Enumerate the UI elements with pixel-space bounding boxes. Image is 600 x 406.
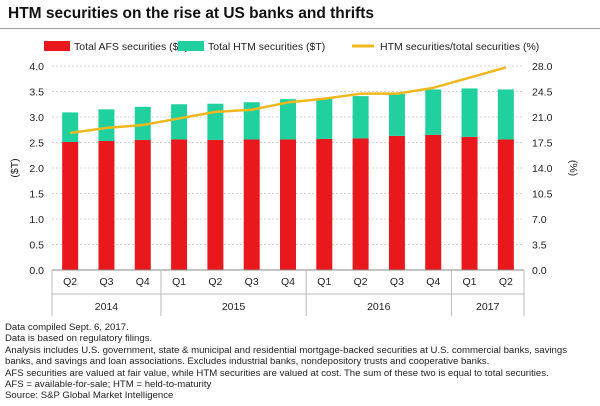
bar-afs — [243, 139, 260, 270]
legend-label: Total HTM securities ($T) — [208, 41, 325, 53]
bar-htm — [207, 103, 224, 140]
footnote-line: Data compiled Sept. 6, 2017. — [5, 322, 129, 333]
year-label: 2014 — [95, 301, 119, 313]
x-tick-label: Q2 — [499, 276, 513, 288]
y-tick-label: 0.5 — [29, 240, 44, 252]
x-tick-label: Q2 — [208, 276, 222, 288]
x-tick-label: Q4 — [136, 276, 150, 288]
year-label: 2016 — [367, 301, 391, 313]
legend-swatch — [44, 41, 70, 51]
y2-axis-title: (%) — [567, 160, 579, 176]
bar-htm — [461, 88, 478, 137]
bar-htm — [98, 109, 115, 141]
y2-tick-label: 3.5 — [532, 240, 547, 252]
bar-htm — [425, 89, 442, 135]
y2-tick-label: 7.0 — [532, 214, 547, 226]
bar-htm — [62, 112, 79, 142]
bar-afs — [134, 139, 151, 270]
bar-afs — [98, 140, 115, 270]
legend-swatch — [178, 41, 204, 51]
x-tick-label: Q2 — [63, 276, 77, 288]
bar-afs — [280, 139, 296, 270]
bar-htm — [171, 104, 188, 140]
chart-title: HTM securities on the rise at US banks a… — [8, 5, 375, 22]
y-tick-label: 3.0 — [29, 112, 44, 124]
x-tick-label: Q2 — [354, 276, 368, 288]
y-tick-label: 2.5 — [29, 138, 44, 150]
bar-afs — [171, 139, 188, 270]
y2-tick-label: 14.0 — [532, 163, 553, 175]
ratio-line — [69, 66, 507, 135]
y-tick-label: 3.5 — [29, 87, 44, 99]
y2-tick-label: 17.5 — [532, 138, 553, 150]
footnote-line: AFS = available-for-sale; HTM = held-to-… — [5, 379, 212, 391]
footnote-line: Data is based on regulatory filings. — [5, 333, 153, 345]
chart: Total AFS securities ($T) Total HTM secur… — [9, 41, 579, 316]
y-tick-label: 2.0 — [29, 163, 44, 175]
year-label: 2015 — [222, 301, 246, 313]
bar-htm — [388, 94, 405, 136]
bar-htm — [134, 106, 151, 140]
legend-label: Total AFS securities ($T) — [74, 41, 188, 53]
y-tick-label: 0.0 — [29, 265, 44, 277]
footnote-line: banks, and savings and loan associations… — [5, 356, 490, 368]
y-tick-label: 1.0 — [29, 214, 44, 226]
bar-htm — [243, 102, 260, 140]
bar-afs — [461, 136, 478, 270]
y-tick-label: 4.0 — [29, 61, 44, 73]
footnote-line: Analysis includes U.S. government, state… — [5, 344, 568, 356]
bar-htm — [280, 99, 296, 140]
y2-tick-label: 0.0 — [532, 265, 547, 277]
x-tick-label: Q1 — [172, 276, 186, 288]
bar-afs — [62, 141, 79, 270]
y-tick-label: 1.5 — [29, 189, 44, 201]
bar-afs — [388, 135, 405, 270]
bar-htm — [497, 89, 514, 140]
bar-htm — [352, 96, 369, 139]
bar-afs — [425, 134, 442, 270]
footnote-line: Source: S&P Global Market Intelligence — [5, 390, 174, 402]
x-tick-label: Q3 — [99, 276, 113, 288]
x-tick-label: Q3 — [245, 276, 259, 288]
x-tick-label: Q4 — [426, 276, 440, 288]
x-tick-label: Q3 — [390, 276, 404, 288]
y2-tick-label: 10.5 — [532, 189, 553, 201]
bar-afs — [497, 139, 514, 270]
footnote-line: AFS securities are valued at fair value,… — [5, 367, 549, 379]
x-tick-label: Q1 — [463, 276, 477, 288]
y2-tick-label: 24.5 — [532, 87, 553, 99]
legend-label: HTM securities/total securities (%) — [380, 41, 539, 53]
year-label: 2017 — [476, 301, 500, 313]
footnotes: Data compiled Sept. 6, 2017. Data is bas… — [5, 322, 597, 402]
bar-htm — [316, 98, 333, 139]
y-axis-title: ($T) — [9, 158, 21, 177]
bar-afs — [207, 139, 224, 270]
bar-afs — [352, 138, 369, 270]
y2-tick-label: 28.0 — [532, 61, 553, 73]
y2-tick-label: 21.0 — [532, 112, 553, 124]
bar-afs — [316, 138, 333, 270]
x-tick-label: Q4 — [281, 276, 295, 288]
title-divider — [0, 28, 600, 29]
x-tick-label: Q1 — [317, 276, 331, 288]
